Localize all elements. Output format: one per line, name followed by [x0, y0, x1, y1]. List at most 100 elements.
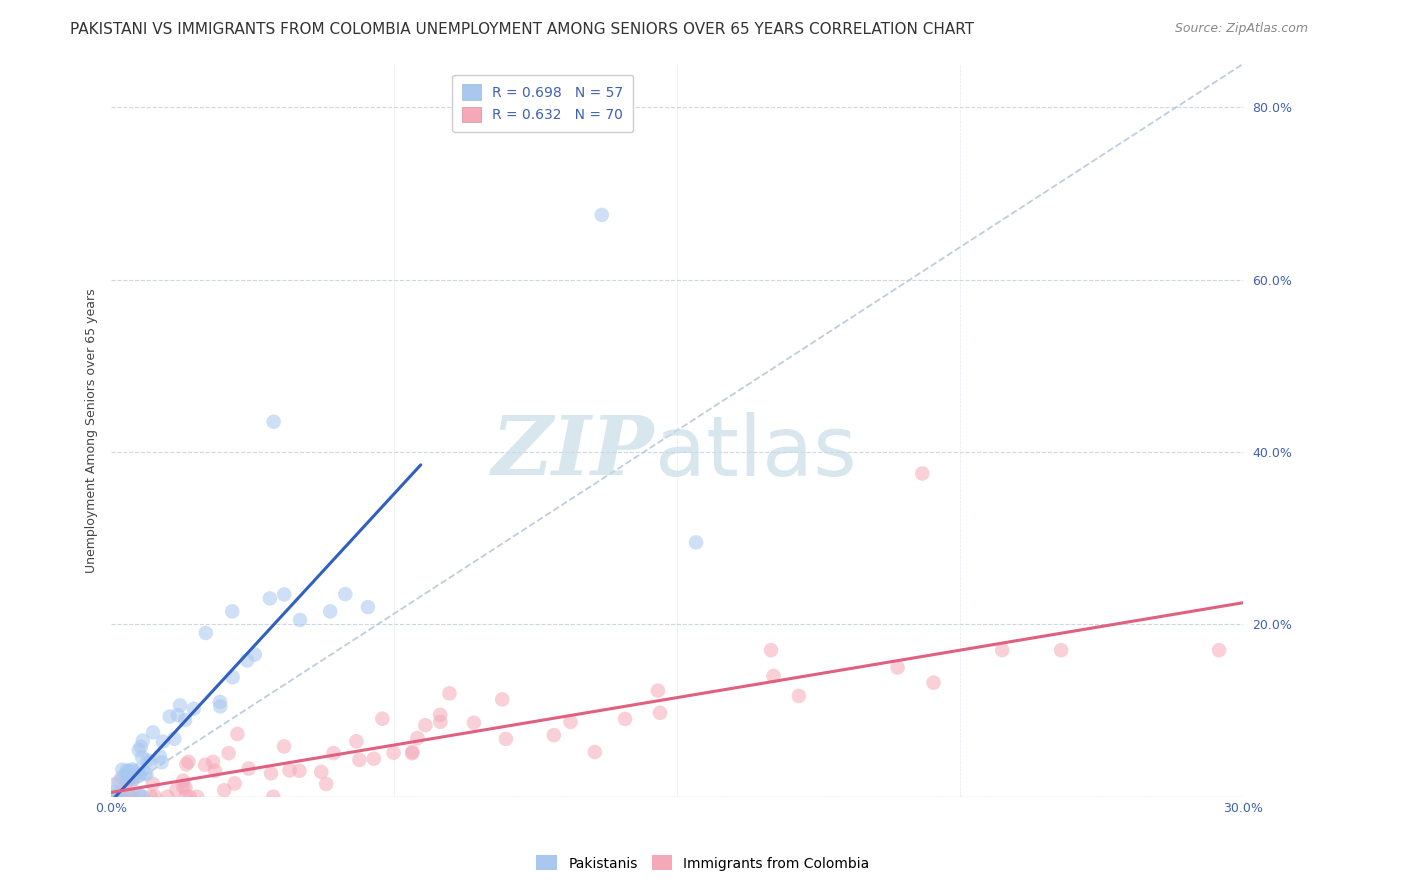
Point — [288, 764, 311, 778]
Point — [218, 746, 240, 760]
Point — [648, 706, 671, 720]
Point — [495, 731, 517, 746]
Point — [762, 669, 785, 683]
Point — [121, 770, 143, 784]
Point — [260, 766, 283, 780]
Point — [177, 755, 200, 769]
Point — [911, 467, 934, 481]
Point — [169, 698, 191, 713]
Point — [415, 718, 437, 732]
Point — [142, 725, 165, 739]
Point — [322, 746, 344, 760]
Point — [335, 587, 357, 601]
Point — [112, 789, 135, 804]
Point — [108, 774, 131, 789]
Point — [236, 653, 259, 667]
Point — [429, 714, 451, 729]
Point — [172, 780, 194, 794]
Point — [108, 789, 131, 804]
Point — [150, 756, 173, 770]
Point — [134, 766, 156, 780]
Point — [174, 789, 197, 804]
Point — [115, 764, 138, 778]
Point — [120, 789, 142, 804]
Point — [429, 707, 451, 722]
Point — [149, 749, 172, 764]
Point — [174, 713, 197, 727]
Point — [127, 769, 149, 783]
Point — [363, 751, 385, 765]
Point — [401, 746, 423, 760]
Text: atlas: atlas — [655, 412, 856, 493]
Y-axis label: Unemployment Among Seniors over 65 years: Unemployment Among Seniors over 65 years — [86, 288, 98, 573]
Point — [131, 750, 153, 764]
Point — [1050, 643, 1073, 657]
Point — [172, 773, 194, 788]
Point — [103, 785, 125, 799]
Point — [259, 591, 281, 606]
Point — [121, 762, 143, 776]
Point — [406, 731, 429, 745]
Point — [224, 776, 246, 790]
Point — [122, 772, 145, 786]
Point — [129, 739, 152, 754]
Point — [922, 675, 945, 690]
Point — [243, 648, 266, 662]
Point — [221, 670, 243, 684]
Point — [121, 789, 143, 804]
Point — [543, 728, 565, 742]
Point — [194, 757, 217, 772]
Point — [401, 745, 423, 759]
Point — [204, 764, 226, 778]
Point — [238, 762, 260, 776]
Legend: R = 0.698   N = 57, R = 0.632   N = 70: R = 0.698 N = 57, R = 0.632 N = 70 — [453, 75, 633, 131]
Point — [118, 789, 141, 804]
Point — [174, 780, 197, 795]
Point — [107, 789, 129, 804]
Point — [491, 692, 513, 706]
Point — [357, 600, 380, 615]
Point — [132, 733, 155, 747]
Point — [163, 731, 186, 746]
Point — [156, 789, 179, 804]
Point — [111, 770, 134, 784]
Point — [262, 789, 284, 804]
Point — [886, 660, 908, 674]
Point — [319, 604, 342, 618]
Point — [221, 604, 243, 618]
Point — [209, 699, 232, 714]
Point — [263, 415, 285, 429]
Point — [208, 695, 231, 709]
Point — [114, 772, 136, 787]
Point — [165, 782, 187, 797]
Point — [111, 763, 134, 777]
Point — [108, 789, 131, 804]
Point — [110, 785, 132, 799]
Point — [288, 613, 311, 627]
Point — [128, 743, 150, 757]
Point — [179, 789, 201, 804]
Point — [115, 766, 138, 780]
Point — [1208, 643, 1230, 657]
Point — [108, 789, 131, 804]
Point — [315, 777, 337, 791]
Point — [117, 775, 139, 789]
Point — [647, 683, 669, 698]
Point — [183, 702, 205, 716]
Point — [278, 764, 301, 778]
Point — [159, 709, 181, 723]
Point — [273, 587, 295, 601]
Point — [104, 777, 127, 791]
Point — [344, 734, 367, 748]
Point — [349, 753, 371, 767]
Point — [186, 789, 208, 804]
Point — [152, 734, 174, 748]
Point — [273, 739, 295, 754]
Point — [309, 764, 332, 779]
Point — [104, 789, 127, 804]
Point — [787, 689, 810, 703]
Point — [371, 712, 394, 726]
Point — [128, 763, 150, 777]
Point — [583, 745, 606, 759]
Point — [121, 764, 143, 778]
